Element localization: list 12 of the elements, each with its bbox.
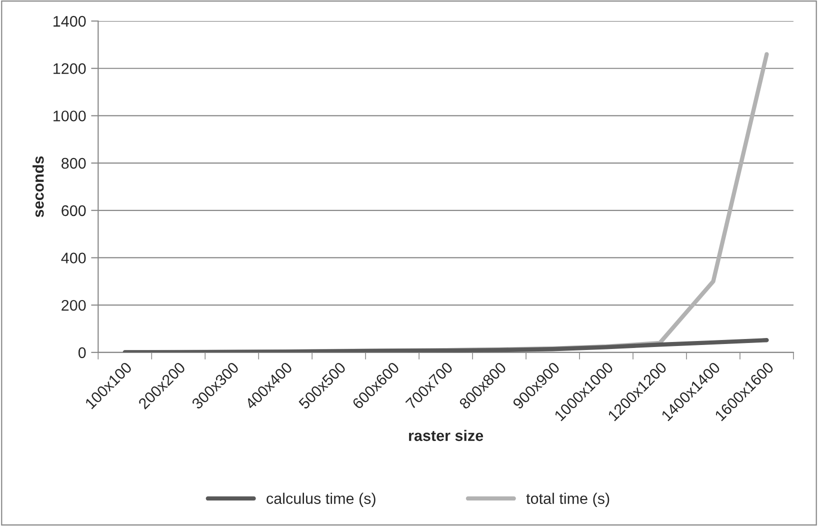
y-tick-label: 800 (62, 158, 86, 169)
x-axis-title: raster size (409, 430, 484, 442)
y-tick-label: 600 (62, 205, 86, 216)
y-tick-label: 1200 (54, 63, 86, 74)
legend-label: total time (s) (526, 492, 610, 507)
y-tick-label: 1000 (54, 110, 86, 122)
y-axis-title: seconds (32, 156, 44, 218)
y-tick-label: 400 (61, 252, 86, 264)
legend-label: calculus time (s) (266, 492, 376, 507)
y-tick-label: 200 (62, 300, 86, 311)
y-tick-label: 0 (78, 347, 86, 358)
y-tick-label: 1400 (54, 16, 86, 27)
